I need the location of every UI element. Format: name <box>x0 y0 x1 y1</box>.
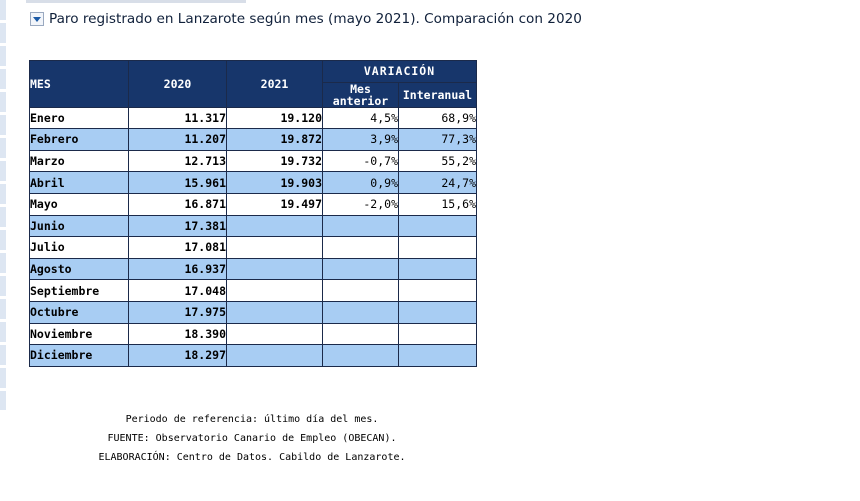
cell-mes: Febrero <box>29 128 129 151</box>
cell-2020: 16.871 <box>128 192 227 216</box>
cell-interanual <box>398 322 477 346</box>
cell-2021: 19.903 <box>226 171 323 194</box>
cell-interanual: 68,9% <box>398 106 477 130</box>
cell-2021 <box>226 322 323 346</box>
table-row: Agosto 16.937 <box>29 257 477 281</box>
collapse-arrow-icon[interactable] <box>30 12 44 26</box>
cell-2021: 19.120 <box>226 106 323 130</box>
table-row: Marzo 12.713 19.732 -0,7% 55,2% <box>29 149 477 173</box>
table-body: Enero 11.317 19.120 4,5% 68,9% Febrero 11.207 1… <box>29 106 477 367</box>
cell-interanual <box>398 300 477 324</box>
table-row: Enero 11.317 19.120 4,5% 68,9% <box>29 106 477 130</box>
cell-interanual <box>398 279 477 302</box>
header-variacion: VARIACIÓN <box>322 60 477 83</box>
cell-mes-anterior: 3,9% <box>322 128 399 151</box>
left-edge-strip <box>0 0 6 410</box>
table-row: Junio 17.381 <box>29 214 477 238</box>
cell-mes: Marzo <box>29 149 129 173</box>
cell-2020: 18.390 <box>128 322 227 346</box>
section-heading: Paro registrado en Lanzarote según mes (… <box>30 11 582 27</box>
cell-mes-anterior: -2,0% <box>322 192 399 216</box>
cell-2021 <box>226 214 323 238</box>
cell-2020: 11.207 <box>128 128 227 151</box>
cell-interanual: 77,3% <box>398 128 477 151</box>
header-mes-anterior-line2: anterior <box>332 93 389 108</box>
footer-elaboracion: ELABORACIÓN: Centro de Datos. Cabildo de… <box>98 452 406 463</box>
cell-mes-anterior: -0,7% <box>322 149 399 173</box>
cell-2020: 18.297 <box>128 344 227 367</box>
cell-interanual <box>398 344 477 367</box>
cell-mes-anterior <box>322 344 399 367</box>
table-row: Noviembre 18.390 <box>29 322 477 346</box>
cell-interanual: 55,2% <box>398 149 477 173</box>
header-interanual: Interanual <box>398 81 477 108</box>
cell-interanual: 15,6% <box>398 192 477 216</box>
cell-mes: Noviembre <box>29 322 129 346</box>
footer-fuente: FUENTE: Observatorio Canario de Empleo (… <box>107 433 397 444</box>
cell-mes-anterior <box>322 300 399 324</box>
cell-2020: 17.381 <box>128 214 227 238</box>
cell-interanual <box>398 236 477 259</box>
footer-periodo: Periodo de referencia: último día del me… <box>125 414 379 425</box>
table-row: Mayo 16.871 19.497 -2,0% 15,6% <box>29 192 477 216</box>
cell-2021: 19.732 <box>226 149 323 173</box>
cell-mes: Septiembre <box>29 279 129 302</box>
cell-mes-anterior <box>322 236 399 259</box>
cell-mes-anterior <box>322 322 399 346</box>
header-2020: 2020 <box>128 60 227 108</box>
cell-2020: 12.713 <box>128 149 227 173</box>
cell-mes: Diciembre <box>29 344 129 367</box>
cell-2020: 17.048 <box>128 279 227 302</box>
cell-mes-anterior: 4,5% <box>322 106 399 130</box>
header-mes-anterior: Mes anterior <box>322 81 399 108</box>
cell-2020: 11.317 <box>128 106 227 130</box>
cell-2021 <box>226 279 323 302</box>
cell-2020: 17.081 <box>128 236 227 259</box>
cell-2021 <box>226 236 323 259</box>
cell-interanual: 24,7% <box>398 171 477 194</box>
cell-2020: 17.975 <box>128 300 227 324</box>
cell-mes-anterior <box>322 257 399 281</box>
cell-mes-anterior <box>322 214 399 238</box>
cell-2021: 19.872 <box>226 128 323 151</box>
cell-mes: Abril <box>29 171 129 194</box>
table-row: Diciembre 18.297 <box>29 344 477 367</box>
cell-mes-anterior: 0,9% <box>322 171 399 194</box>
cell-interanual <box>398 214 477 238</box>
table-row: Octubre 17.975 <box>29 300 477 324</box>
cell-2021 <box>226 257 323 281</box>
cell-interanual <box>398 257 477 281</box>
cell-2020: 15.961 <box>128 171 227 194</box>
table-row: Julio 17.081 <box>29 236 477 259</box>
table-row: Febrero 11.207 19.872 3,9% 77,3% <box>29 128 477 151</box>
cell-mes: Junio <box>29 214 129 238</box>
cell-mes: Julio <box>29 236 129 259</box>
cell-mes: Octubre <box>29 300 129 324</box>
cell-mes: Mayo <box>29 192 129 216</box>
table-row: Septiembre 17.048 <box>29 279 477 302</box>
top-edge-strip <box>26 0 246 3</box>
header-mes-anterior-line1: Mes <box>350 81 371 96</box>
header-mes: MES <box>29 60 129 108</box>
table-row: Abril 15.961 19.903 0,9% 24,7% <box>29 171 477 194</box>
cell-mes: Agosto <box>29 257 129 281</box>
unemployment-table: MES 2020 2021 VARIACIÓN Mes anterior Int… <box>29 60 477 367</box>
cell-mes-anterior <box>322 279 399 302</box>
cell-2020: 16.937 <box>128 257 227 281</box>
cell-2021 <box>226 300 323 324</box>
cell-mes: Enero <box>29 106 129 130</box>
cell-2021: 19.497 <box>226 192 323 216</box>
header-2021: 2021 <box>226 60 323 108</box>
page-title: Paro registrado en Lanzarote según mes (… <box>49 11 582 27</box>
cell-2021 <box>226 344 323 367</box>
